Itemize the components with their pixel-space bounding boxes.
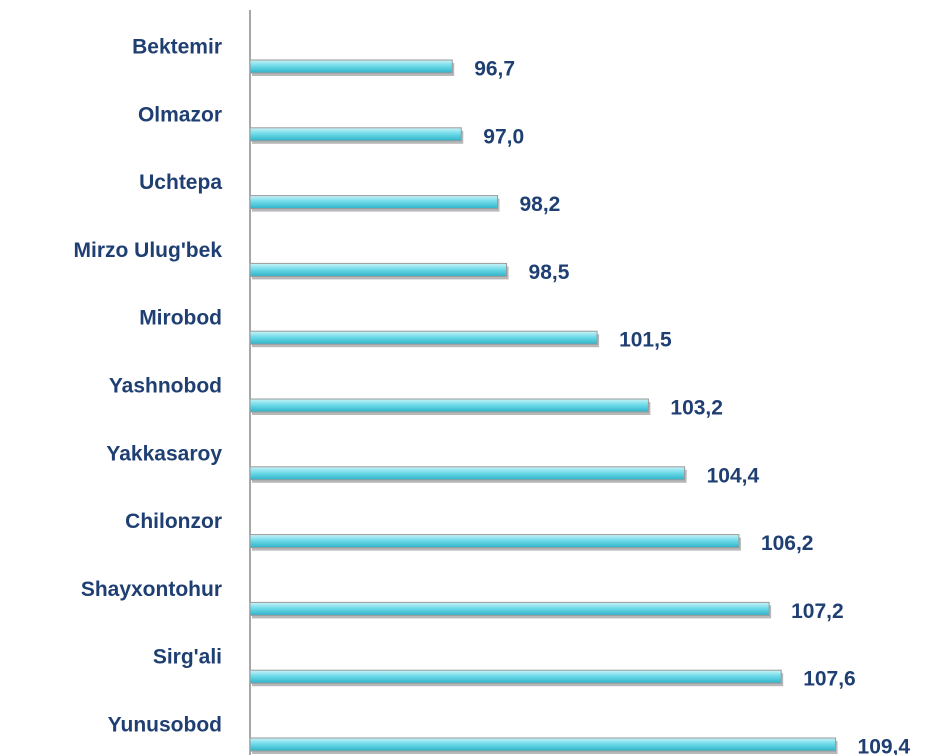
value-label: 104,4	[707, 464, 760, 487]
bar	[249, 262, 508, 277]
category-label: Yunusobod	[108, 714, 222, 737]
bar	[249, 398, 649, 413]
category-label: Yakkasaroy	[106, 442, 222, 465]
category-label: Olmazor	[138, 103, 222, 126]
value-label: 101,5	[619, 329, 672, 352]
value-label: 98,2	[519, 193, 560, 216]
category-label: Yashnobod	[109, 375, 222, 398]
bar	[249, 59, 453, 74]
bar	[249, 330, 598, 345]
value-label: 109,4	[858, 736, 911, 755]
category-label: Shayxontohur	[81, 578, 222, 601]
category-label: Mirzo Ulug'bek	[74, 239, 223, 262]
bar	[249, 601, 770, 616]
bar	[249, 466, 686, 481]
bar	[249, 195, 498, 210]
bar	[249, 534, 740, 549]
category-label: Chilonzor	[125, 510, 222, 533]
category-label: Sirg'ali	[153, 646, 222, 669]
value-label: 107,6	[803, 668, 856, 691]
value-label: 96,7	[474, 58, 515, 81]
value-label: 107,2	[791, 600, 844, 623]
bar	[249, 127, 462, 142]
value-label: 98,5	[529, 261, 570, 284]
value-label: 106,2	[761, 532, 814, 555]
value-label: 103,2	[670, 397, 723, 420]
category-label: Mirobod	[139, 307, 222, 330]
category-label: Uchtepa	[139, 171, 222, 194]
category-label: Bektemir	[132, 36, 222, 59]
bar	[249, 669, 782, 684]
value-label: 97,0	[483, 125, 524, 148]
bar	[249, 737, 837, 752]
